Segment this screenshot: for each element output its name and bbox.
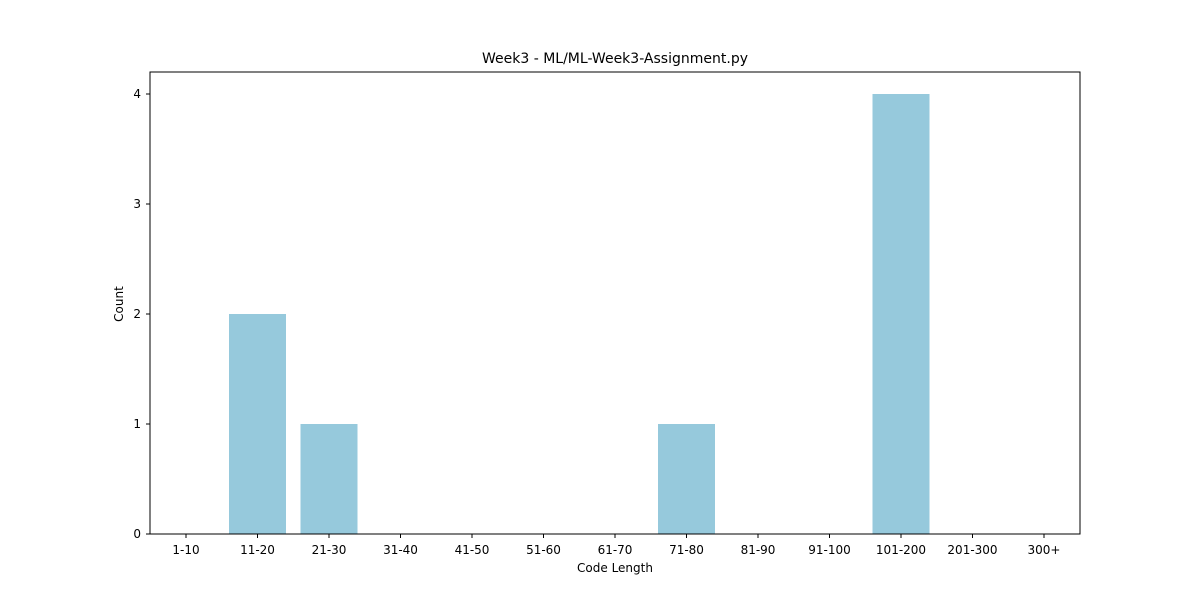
x-tick-label: 51-60 <box>526 543 561 557</box>
y-tick-label: 4 <box>133 87 141 101</box>
y-tick-label: 2 <box>133 307 141 321</box>
x-tick-label: 71-80 <box>669 543 704 557</box>
x-tick-label: 31-40 <box>383 543 418 557</box>
chart-title: Week3 - ML/ML-Week3-Assignment.py <box>482 51 748 67</box>
y-tick-label: 1 <box>133 417 141 431</box>
x-tick-label: 1-10 <box>172 543 199 557</box>
y-axis-label: Count <box>112 286 126 322</box>
x-axis-label: Code Length <box>577 561 653 575</box>
x-tick-label: 11-20 <box>240 543 275 557</box>
bar-101-200 <box>872 94 930 534</box>
x-tick-label: 201-300 <box>947 543 997 557</box>
x-tick-label: 81-90 <box>741 543 776 557</box>
bar-21-30 <box>300 424 358 534</box>
bar-11-20 <box>229 314 286 534</box>
bar-71-80 <box>658 424 715 534</box>
y-tick-label: 3 <box>133 197 141 211</box>
x-tick-label: 300+ <box>1028 543 1061 557</box>
y-tick-label: 0 <box>133 527 141 541</box>
plot-area: 1-10 11-20 21-30 31-40 41-50 51-60 61-70 71-80 8… <box>133 71 1081 557</box>
plot-frame <box>149 71 1081 535</box>
x-tick-label: 41-50 <box>455 543 490 557</box>
x-tick-label: 91-100 <box>808 543 851 557</box>
x-tick-label: 61-70 <box>598 543 633 557</box>
x-tick-label: 21-30 <box>312 543 347 557</box>
x-tick-label: 101-200 <box>876 543 926 557</box>
